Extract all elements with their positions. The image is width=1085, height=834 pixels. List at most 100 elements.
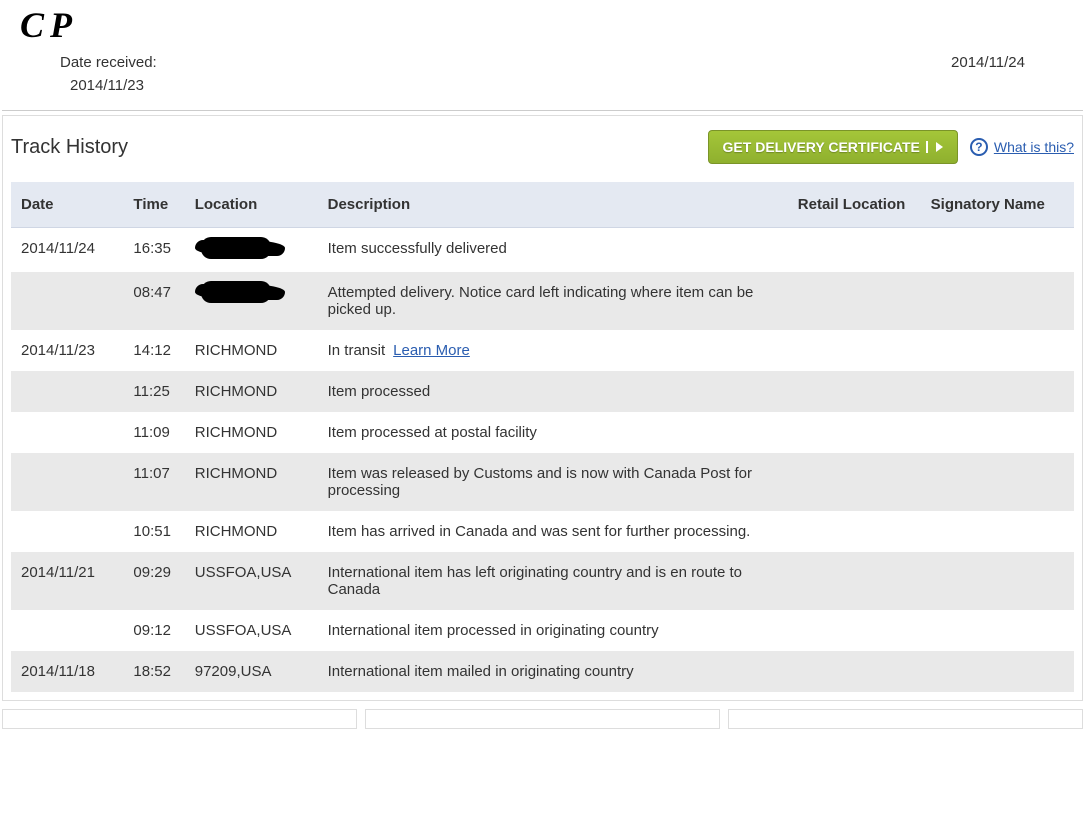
cell-signatory bbox=[921, 453, 1074, 511]
section-header: Track History GET DELIVERY CERTIFICATE ?… bbox=[11, 130, 1074, 164]
cell-description: Item successfully delivered bbox=[318, 228, 788, 273]
table-row: 2014/11/2109:29USSFOA,USAInternational i… bbox=[11, 552, 1074, 610]
cell-location: RICHMOND bbox=[185, 412, 318, 453]
cell-location bbox=[185, 228, 318, 273]
col-date: Date bbox=[11, 182, 123, 228]
cell-retail bbox=[788, 371, 921, 412]
table-row: 11:09RICHMONDItem processed at postal fa… bbox=[11, 412, 1074, 453]
col-time: Time bbox=[123, 182, 184, 228]
table-row: 2014/11/1818:5297209,USAInternational it… bbox=[11, 651, 1074, 692]
cell-date bbox=[11, 412, 123, 453]
cell-signatory bbox=[921, 330, 1074, 371]
cell-retail bbox=[788, 330, 921, 371]
cert-button-label: GET DELIVERY CERTIFICATE bbox=[723, 139, 920, 155]
cell-signatory bbox=[921, 511, 1074, 552]
cell-time: 11:07 bbox=[123, 453, 184, 511]
cell-date bbox=[11, 272, 123, 330]
cell-time: 09:29 bbox=[123, 552, 184, 610]
table-row: 2014/11/2314:12RICHMONDIn transitLearn M… bbox=[11, 330, 1074, 371]
track-history-table: Date Time Location Description Retail Lo… bbox=[11, 182, 1074, 692]
cell-description: Item processed bbox=[318, 371, 788, 412]
handwritten-annotation: CP bbox=[0, 0, 1085, 46]
table-header-row: Date Time Location Description Retail Lo… bbox=[11, 182, 1074, 228]
section-actions: GET DELIVERY CERTIFICATE ? What is this? bbox=[708, 130, 1074, 164]
get-delivery-certificate-button[interactable]: GET DELIVERY CERTIFICATE bbox=[708, 130, 958, 164]
cell-date: 2014/11/18 bbox=[11, 651, 123, 692]
table-row: 2014/11/2416:35 Item successfully deliver… bbox=[11, 228, 1074, 273]
cell-location: 97209,USA bbox=[185, 651, 318, 692]
cell-retail bbox=[788, 552, 921, 610]
col-retail: Retail Location bbox=[788, 182, 921, 228]
cell-location: USSFOA,USA bbox=[185, 610, 318, 651]
cell-time: 11:25 bbox=[123, 371, 184, 412]
cell-time: 16:35 bbox=[123, 228, 184, 273]
cell-retail bbox=[788, 228, 921, 273]
cell-retail bbox=[788, 651, 921, 692]
cell-retail bbox=[788, 272, 921, 330]
table-row: 09:12USSFOA,USAInternational item proces… bbox=[11, 610, 1074, 651]
help-group: ? What is this? bbox=[970, 138, 1074, 156]
cell-location bbox=[185, 272, 318, 330]
header-right-date: 2014/11/24 bbox=[951, 54, 1045, 71]
cell-retail bbox=[788, 610, 921, 651]
cert-button-play-icon bbox=[936, 142, 943, 152]
redacted-location bbox=[195, 284, 285, 300]
cell-description: Item processed at postal facility bbox=[318, 412, 788, 453]
col-location: Location bbox=[185, 182, 318, 228]
cell-description: Item has arrived in Canada and was sent … bbox=[318, 511, 788, 552]
header-left: Date received: 2014/11/23 bbox=[60, 54, 157, 94]
divider bbox=[2, 110, 1083, 111]
learn-more-link[interactable]: Learn More bbox=[393, 342, 470, 359]
bottom-boxes bbox=[2, 709, 1083, 729]
cell-time: 11:09 bbox=[123, 412, 184, 453]
cell-description: International item processed in originat… bbox=[318, 610, 788, 651]
header-area: Date received: 2014/11/23 2014/11/24 bbox=[0, 46, 1085, 110]
table-row: 11:25RICHMONDItem processed bbox=[11, 371, 1074, 412]
cell-description: Attempted delivery. Notice card left ind… bbox=[318, 272, 788, 330]
cell-signatory bbox=[921, 228, 1074, 273]
bottom-box-3 bbox=[728, 709, 1083, 729]
col-description: Description bbox=[318, 182, 788, 228]
cell-time: 18:52 bbox=[123, 651, 184, 692]
table-row: 08:47 Attempted delivery. Notice card lef… bbox=[11, 272, 1074, 330]
cell-description: Item was released by Customs and is now … bbox=[318, 453, 788, 511]
cell-signatory bbox=[921, 412, 1074, 453]
cert-button-bar-icon bbox=[926, 141, 928, 153]
redacted-location bbox=[195, 240, 285, 256]
cell-location: RICHMOND bbox=[185, 453, 318, 511]
cell-date: 2014/11/21 bbox=[11, 552, 123, 610]
cell-location: RICHMOND bbox=[185, 371, 318, 412]
cell-date bbox=[11, 453, 123, 511]
cell-signatory bbox=[921, 610, 1074, 651]
table-row: 10:51RICHMONDItem has arrived in Canada … bbox=[11, 511, 1074, 552]
cell-time: 09:12 bbox=[123, 610, 184, 651]
cell-description: International item has left originating … bbox=[318, 552, 788, 610]
cell-signatory bbox=[921, 552, 1074, 610]
cell-signatory bbox=[921, 371, 1074, 412]
what-is-this-link[interactable]: What is this? bbox=[994, 139, 1074, 155]
cell-location: RICHMOND bbox=[185, 330, 318, 371]
cell-date bbox=[11, 371, 123, 412]
col-signatory: Signatory Name bbox=[921, 182, 1074, 228]
cell-description: International item mailed in originating… bbox=[318, 651, 788, 692]
help-icon[interactable]: ? bbox=[970, 138, 988, 156]
section-title: Track History bbox=[11, 136, 128, 159]
table-row: 11:07RICHMONDItem was released by Custom… bbox=[11, 453, 1074, 511]
date-received-label: Date received: bbox=[60, 54, 157, 71]
cell-signatory bbox=[921, 651, 1074, 692]
cell-time: 08:47 bbox=[123, 272, 184, 330]
track-history-section: Track History GET DELIVERY CERTIFICATE ?… bbox=[2, 115, 1083, 701]
cell-date bbox=[11, 610, 123, 651]
cell-date: 2014/11/23 bbox=[11, 330, 123, 371]
cell-retail bbox=[788, 412, 921, 453]
cell-time: 14:12 bbox=[123, 330, 184, 371]
cell-date: 2014/11/24 bbox=[11, 228, 123, 273]
cell-retail bbox=[788, 453, 921, 511]
cell-signatory bbox=[921, 272, 1074, 330]
cell-location: RICHMOND bbox=[185, 511, 318, 552]
bottom-box-2 bbox=[365, 709, 720, 729]
cell-time: 10:51 bbox=[123, 511, 184, 552]
cell-description: In transitLearn More bbox=[318, 330, 788, 371]
cell-retail bbox=[788, 511, 921, 552]
cell-location: USSFOA,USA bbox=[185, 552, 318, 610]
